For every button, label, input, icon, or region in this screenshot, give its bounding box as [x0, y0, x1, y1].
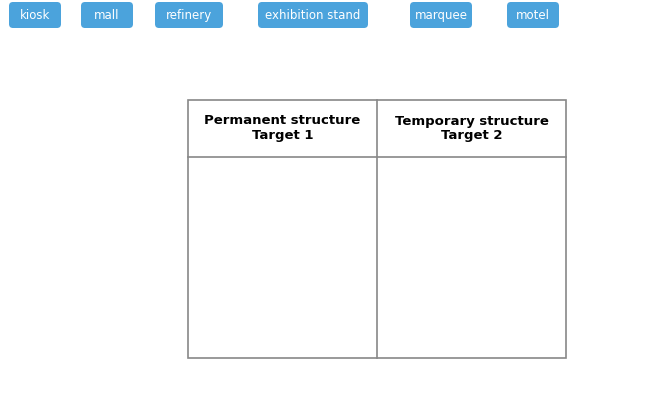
Text: mall: mall	[94, 9, 120, 22]
FancyBboxPatch shape	[81, 2, 133, 28]
FancyBboxPatch shape	[9, 2, 61, 28]
FancyBboxPatch shape	[258, 2, 368, 28]
Text: exhibition stand: exhibition stand	[266, 9, 361, 22]
Text: Temporary structure
Target 2: Temporary structure Target 2	[395, 115, 548, 143]
Text: motel: motel	[516, 9, 550, 22]
FancyBboxPatch shape	[155, 2, 223, 28]
Text: Permanent structure
Target 1: Permanent structure Target 1	[204, 115, 361, 143]
Text: refinery: refinery	[166, 9, 212, 22]
Text: kiosk: kiosk	[20, 9, 50, 22]
FancyBboxPatch shape	[507, 2, 559, 28]
Text: marquee: marquee	[415, 9, 467, 22]
FancyBboxPatch shape	[410, 2, 472, 28]
Bar	[188, 100, 566, 358]
